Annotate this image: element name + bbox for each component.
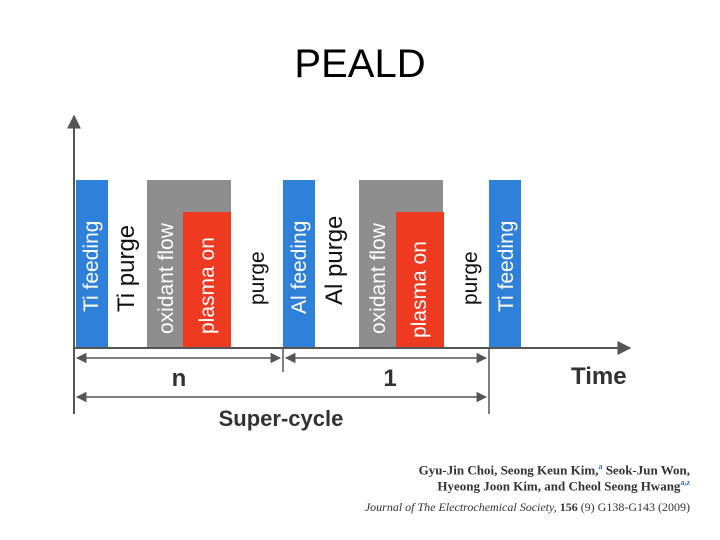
time-axis-label: Time: [571, 363, 627, 390]
ti-feeding-pulse: [489, 180, 521, 348]
citation-journal: Journal of The Electrochemical Society,: [364, 500, 557, 514]
pulse-label: Ti purge: [113, 225, 140, 312]
al-feeding-pulse: [283, 180, 315, 348]
citation-authors-text: Hyeong Joon Kim, and Cheol Seong Hwang: [437, 478, 681, 494]
plasma-on-pulse: [396, 212, 444, 348]
pulse-label: Ti feeding: [80, 221, 103, 312]
pulse-label: oxidant flow: [367, 222, 390, 334]
pulse-label: purge: [246, 251, 269, 305]
pulse-label: purge: [459, 251, 482, 305]
plasma-on-pulse: [183, 212, 231, 348]
citation-volume: 156: [559, 500, 578, 514]
citation-pages: (9) G138-G143 (2009): [580, 500, 690, 514]
citation-authors-line1: Gyu-Jin Choi, Seong Keun Kim,a Seok-Jun …: [0, 462, 690, 478]
ti-feeding-pulse: [76, 180, 108, 348]
pulse-label: Al purge: [321, 216, 348, 305]
pulse-label: plasma on: [196, 237, 219, 334]
n-span-label: n: [172, 365, 187, 392]
pulse-label: oxidant flow: [155, 222, 178, 334]
citation-authors-text: Gyu-Jin Choi, Seong Keun Kim,: [418, 462, 599, 478]
citation-authors-text: Seok-Jun Won,: [602, 462, 690, 478]
citation-journal-line: Journal of The Electrochemical Society, …: [0, 500, 690, 515]
super-cycle-label: Super-cycle: [219, 406, 344, 431]
slide-title: PEALD: [294, 42, 426, 86]
one-span-label: 1: [383, 365, 396, 392]
pulse-label: Al feeding: [288, 221, 311, 314]
citation-affiliation-mark: a: [598, 462, 603, 471]
pulse-label: plasma on: [408, 241, 431, 338]
citation-authors-line2: Hyeong Joon Kim, and Cheol Seong Hwanga,…: [0, 478, 690, 494]
pulse-label: Ti feeding: [495, 221, 518, 312]
citation-affiliation-mark: a,z: [680, 478, 690, 487]
